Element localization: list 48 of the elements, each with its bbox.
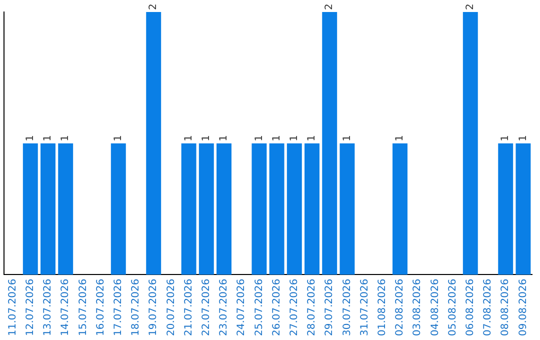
x-tick-label: 06.08.2026 [464, 278, 476, 336]
x-tick-label: 14.07.2026 [60, 278, 72, 336]
x-tick-label: 02.08.2026 [394, 278, 406, 336]
x-tick-label: 11.07.2026 [7, 278, 18, 336]
data-label: 2 [464, 4, 476, 10]
data-label: 1 [271, 134, 282, 142]
x-tick-label: 21.07.2026 [183, 278, 194, 336]
data-label: 1 [218, 134, 230, 142]
data-label: 1 [342, 134, 353, 142]
x-tick-label: 25.07.2026 [254, 278, 265, 336]
data-label: 1 [500, 134, 512, 142]
x-tick-label: 12.07.2026 [24, 278, 36, 336]
x-tick-label: 19.07.2026 [148, 278, 160, 336]
data-label: 1 [24, 134, 36, 142]
x-tick-label: 16.07.2026 [95, 278, 106, 336]
data-label: 1 [42, 134, 54, 142]
data-label: 2 [148, 4, 160, 10]
x-tick-label: 13.07.2026 [42, 278, 54, 336]
x-tick-label: 09.08.2026 [518, 278, 529, 336]
data-label: 2 [324, 4, 336, 10]
x-tick-label: 07.08.2026 [482, 278, 494, 336]
data-label: 1 [288, 134, 300, 142]
x-tick-label: 23.07.2026 [218, 278, 230, 336]
data-label: 1 [183, 134, 194, 142]
data-label: 1 [394, 134, 406, 142]
x-tick-label: 22.07.2026 [200, 278, 212, 336]
data-label: 1 [60, 134, 72, 142]
data-label: 1 [518, 134, 529, 142]
data-label: 1 [200, 134, 212, 142]
x-tick-label: 26.07.2026 [271, 278, 282, 336]
x-tick-label: 27.07.2026 [288, 278, 300, 336]
x-tick-label: 04.08.2026 [430, 278, 441, 336]
x-tick-label: 20.07.2026 [166, 278, 177, 336]
data-label: 1 [254, 134, 265, 142]
x-tick-label: 24.07.2026 [236, 278, 248, 336]
x-tick-label: 17.07.2026 [112, 278, 124, 336]
x-tick-label: 28.07.2026 [306, 278, 318, 336]
x-tick-label: 29.07.2026 [324, 278, 336, 336]
data-label: 1 [306, 134, 318, 142]
x-tick-label: 05.08.2026 [447, 278, 458, 336]
x-tick-label: 18.07.2026 [130, 278, 142, 336]
x-tick-label: 15.07.2026 [78, 278, 89, 336]
data-label: 1 [112, 134, 124, 142]
x-tick-label: 03.08.2026 [412, 278, 424, 336]
x-tick-label: 31.07.2026 [359, 278, 370, 336]
x-tick-label: 08.08.2026 [500, 278, 512, 336]
x-tick-label: 01.08.2026 [376, 278, 388, 336]
x-tick-label: 30.07.2026 [342, 278, 353, 336]
